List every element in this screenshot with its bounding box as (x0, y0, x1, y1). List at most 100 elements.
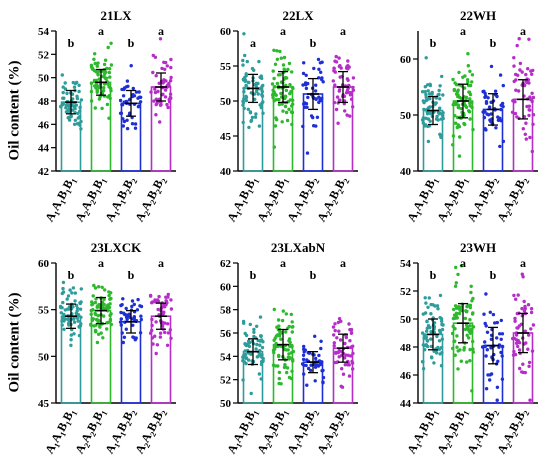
data-point (524, 121, 528, 125)
data-point (253, 115, 258, 119)
data-point (516, 293, 520, 297)
data-point (162, 60, 166, 64)
data-point (451, 316, 456, 321)
data-point (516, 344, 520, 349)
data-point (429, 337, 433, 341)
data-point (499, 337, 503, 341)
data-point (527, 364, 531, 368)
data-point (102, 72, 107, 76)
data-point (154, 320, 158, 324)
data-point (346, 78, 350, 83)
data-point (486, 96, 490, 100)
data-point (530, 149, 534, 154)
data-point (61, 286, 65, 291)
data-point (512, 64, 516, 68)
data-point (280, 120, 284, 124)
data-point (96, 332, 101, 336)
data-point (530, 91, 534, 96)
data-point (94, 86, 98, 90)
data-point (529, 327, 533, 331)
data-point (118, 111, 123, 116)
data-point (485, 330, 490, 334)
data-point (514, 72, 518, 77)
data-point (456, 349, 460, 353)
data-point (280, 102, 284, 106)
data-point (249, 351, 253, 356)
data-point (455, 334, 459, 338)
x-tick-label: A2A2B2B2 (494, 174, 531, 225)
data-point (254, 112, 258, 116)
data-point (333, 322, 337, 326)
data-point (527, 104, 531, 108)
data-point (457, 70, 461, 75)
data-point (244, 72, 248, 76)
data-point (489, 337, 494, 341)
data-point (482, 115, 487, 120)
data-point (62, 312, 66, 317)
data-point (130, 304, 134, 309)
data-point (337, 317, 342, 321)
data-point (434, 117, 439, 121)
data-point (78, 307, 83, 311)
data-point (304, 102, 309, 106)
data-point (483, 344, 488, 348)
data-point (312, 66, 316, 71)
data-point (167, 84, 171, 88)
data-point (501, 139, 506, 144)
significance-letter: a (98, 24, 104, 38)
data-point (75, 80, 79, 85)
significance-letter: b (128, 36, 135, 50)
chart-panel-22LX: 22LX 40 45 50 55 60 a A1A1B1B1 a A2A2B1B1 b A1A1B2B… (220, 8, 358, 225)
data-point (332, 66, 336, 70)
data-point (167, 81, 171, 86)
significance-letter: b (310, 36, 317, 50)
significance-letter: b (310, 268, 317, 282)
data-point (288, 83, 292, 87)
data-point (73, 299, 77, 303)
data-point (338, 75, 342, 79)
data-point (523, 306, 527, 311)
data-point (89, 99, 94, 103)
data-point (243, 352, 248, 357)
data-point (96, 73, 100, 77)
data-point (351, 105, 355, 109)
data-point (77, 333, 82, 338)
data-point (495, 336, 499, 340)
data-point (109, 322, 114, 327)
data-point (139, 304, 144, 309)
data-point (430, 92, 434, 96)
significance-letter: a (520, 256, 526, 270)
data-point (61, 300, 65, 305)
data-point (429, 344, 433, 349)
data-point (453, 114, 457, 118)
data-point (135, 308, 140, 312)
data-point (489, 346, 493, 350)
data-point (257, 372, 262, 376)
data-point (125, 79, 130, 83)
data-point (343, 341, 347, 346)
significance-letter: b (250, 268, 257, 282)
x-tick-label: A2A2B2B2 (314, 174, 351, 225)
data-point (287, 107, 291, 112)
data-point (67, 118, 72, 122)
data-point (137, 90, 141, 94)
data-point (273, 62, 278, 66)
data-point (79, 98, 84, 102)
chart-title: 23LXCK (91, 240, 142, 255)
data-point (456, 272, 460, 277)
y-tick-label: 40 (220, 166, 232, 178)
data-point (108, 313, 112, 318)
data-point (440, 337, 444, 341)
data-point (69, 338, 73, 342)
significance-letter: b (430, 36, 437, 50)
data-point (437, 92, 441, 97)
data-point (525, 80, 529, 85)
data-point (301, 83, 305, 87)
data-point (161, 92, 165, 97)
data-point (131, 86, 135, 91)
data-point (276, 73, 281, 77)
data-point (351, 344, 355, 348)
chart-title: 21LX (100, 8, 132, 23)
data-point (484, 387, 489, 391)
data-point (314, 356, 318, 361)
